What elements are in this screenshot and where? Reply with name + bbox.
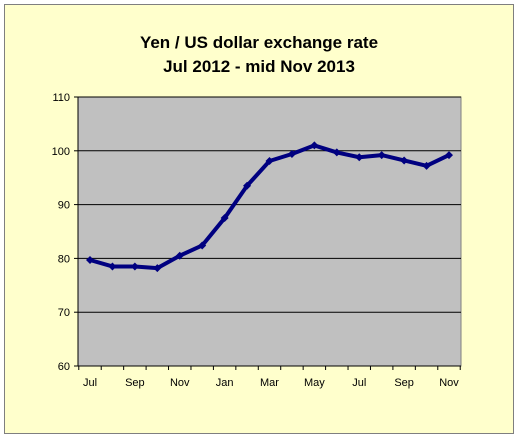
data-point (377, 151, 386, 160)
data-point (265, 157, 274, 166)
x-tick-label: Jul (352, 377, 366, 389)
chart-subtitle: Jul 2012 - mid Nov 2013 (163, 57, 355, 76)
data-point (86, 256, 94, 265)
y-tick-label: 100 (52, 146, 70, 158)
data-point (332, 148, 341, 157)
data-point (310, 141, 319, 150)
chart-title-block: Yen / US dollar exchange rate Jul 2012 -… (5, 31, 513, 79)
x-tick-label: Mar (260, 377, 279, 389)
data-point (153, 264, 162, 273)
x-tick-label: Jan (216, 377, 234, 389)
y-tick-label: 80 (58, 253, 70, 265)
y-tick-label: 60 (58, 361, 70, 373)
data-point (422, 161, 431, 170)
y-tick-label: 90 (58, 200, 70, 212)
data-point (175, 251, 184, 260)
data-point (130, 262, 139, 271)
data-point (287, 150, 296, 159)
data-point (198, 241, 207, 250)
plot-area (77, 96, 462, 367)
data-point (445, 151, 453, 160)
x-tick-label: Nov (439, 377, 459, 389)
x-tick-label: Sep (394, 377, 414, 389)
chart-title: Yen / US dollar exchange rate (139, 33, 379, 52)
data-point (243, 181, 252, 190)
data-point (220, 214, 229, 223)
x-tick-label: May (304, 377, 325, 389)
data-point (400, 156, 409, 165)
x-tick-label: Sep (125, 377, 145, 389)
data-point (108, 262, 117, 271)
y-tick-label: 70 (58, 307, 70, 319)
x-tick-label: Nov (170, 377, 190, 389)
x-tick-label: Jul (83, 377, 97, 389)
data-point (355, 153, 364, 162)
y-tick-label: 110 (52, 92, 70, 104)
